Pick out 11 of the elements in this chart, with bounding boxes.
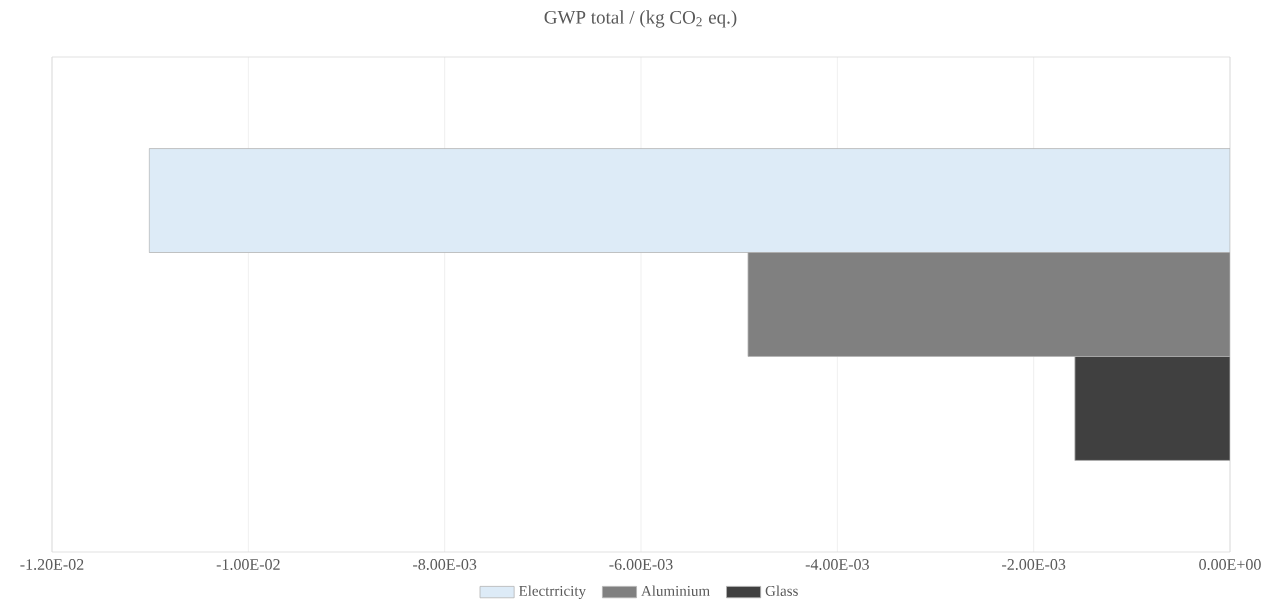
x-tick-label: -6.00E-03 — [609, 559, 673, 570]
x-tick-label: -1.20E-02 — [20, 559, 84, 570]
x-tick-label: 0.00E+00 — [1199, 559, 1261, 570]
chart-title: GWP total / (kg CO$_{2}$ eq.) — [544, 10, 737, 28]
legend-label: Electrricity — [518, 585, 586, 600]
x-tick-label: -2.00E-03 — [1002, 559, 1066, 570]
x-tick-label: -4.00E-03 — [805, 559, 869, 570]
x-tick-label: -8.00E-03 — [413, 559, 477, 570]
legend-label: Glass — [765, 585, 798, 596]
x-tick-label: -1.00E-02 — [216, 559, 280, 570]
legend-label: Aluminium — [641, 585, 710, 596]
